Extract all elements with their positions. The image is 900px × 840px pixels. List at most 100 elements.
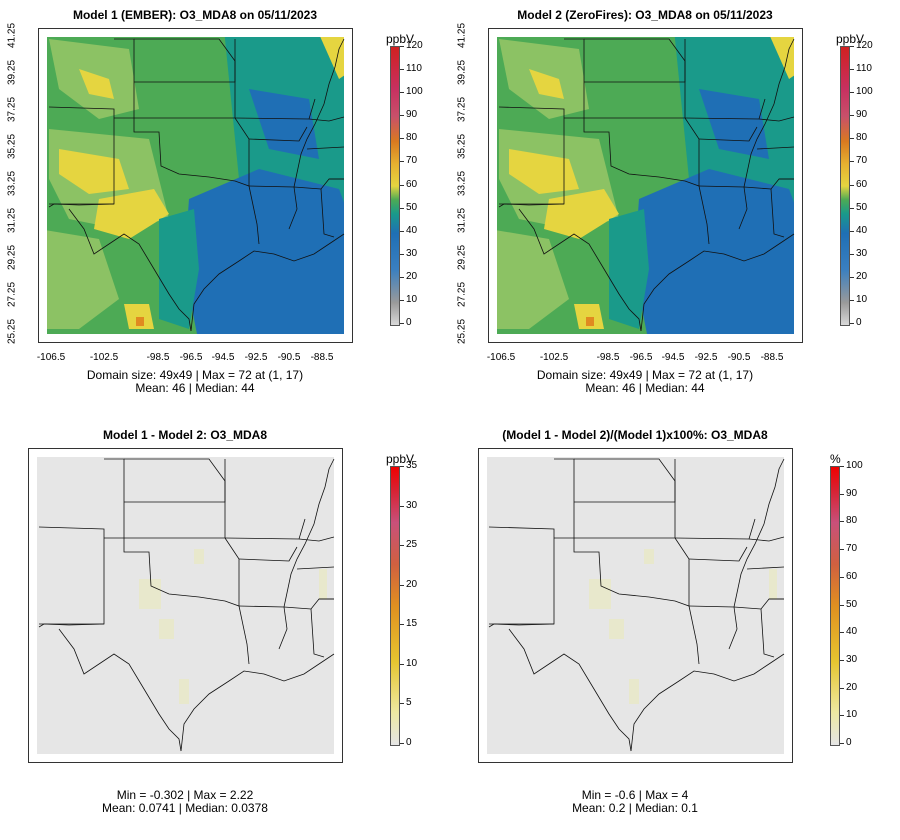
boundary-line	[310, 608, 325, 658]
state-boundaries	[498, 38, 795, 332]
colorbar-tick-label: 110	[856, 63, 872, 75]
colorbar-tick-label: 80	[846, 515, 858, 527]
colorbar-tick	[840, 659, 844, 661]
colorbar-tick-label: 100	[856, 86, 873, 98]
colorbar-tick	[850, 299, 854, 301]
colorbar-tick-label: 30	[406, 247, 418, 259]
colorbar-unit: %	[830, 452, 841, 466]
colorbar-tick-label: 5	[406, 697, 412, 709]
ozone-region	[497, 230, 569, 329]
x-tick-label: -106.5	[36, 352, 66, 363]
y-tick-label: 27.25	[6, 281, 18, 308]
colorbar-tick-label: 10	[406, 293, 418, 305]
colorbar-tick	[400, 584, 404, 586]
colorbar-tick	[850, 161, 854, 163]
map-plot	[38, 28, 353, 343]
ozone-region	[47, 230, 119, 329]
ozone-region	[699, 89, 769, 159]
colorbar-tick	[400, 624, 404, 626]
colorbar-tick-label: 80	[856, 132, 868, 144]
difference-patch	[609, 619, 624, 639]
boundary-line	[298, 536, 335, 542]
ozone-region	[94, 189, 169, 239]
colorbar-tick	[850, 276, 854, 278]
boundary-line	[508, 628, 632, 752]
colorbar-tick-label: 20	[406, 270, 418, 282]
colorbar-tick	[400, 115, 404, 117]
difference-patch	[179, 679, 189, 704]
colorbar	[390, 466, 400, 746]
x-tick-label: -96.5	[629, 352, 653, 363]
boundary-line	[498, 106, 565, 205]
stats-line-1: Domain size: 49x49 | Max = 72 at (1, 17)	[86, 368, 304, 382]
boundary-line	[688, 605, 700, 665]
boundary-line	[133, 117, 250, 187]
x-tick-label: -88.5	[760, 352, 784, 363]
colorbar-tick-label: 90	[406, 109, 418, 121]
ozone-region	[184, 169, 344, 334]
map-plot	[488, 28, 803, 343]
boundary-line	[308, 116, 345, 122]
map-plot	[478, 448, 793, 763]
colorbar-tick	[850, 46, 854, 47]
boundary-line	[760, 608, 775, 658]
colorbar-tick-label: 90	[846, 487, 858, 499]
colorbar-tick-label: 25	[406, 539, 418, 551]
colorbar-tick-label: 40	[846, 626, 858, 638]
colorbar-tick-label: 110	[406, 63, 422, 75]
boundary-line	[48, 203, 115, 208]
colorbar-tick	[400, 92, 404, 94]
boundary-line	[564, 38, 585, 119]
difference-patch	[629, 679, 639, 704]
colorbar-tick	[840, 521, 844, 523]
difference-field	[487, 457, 784, 754]
x-tick-label: -90.5	[727, 352, 751, 363]
boundary-line	[248, 126, 308, 142]
boundary-line	[238, 546, 298, 562]
stats-line-2: Mean: 46 | Median: 44	[585, 381, 705, 395]
ozone-region	[529, 69, 564, 99]
colorbar-tick	[850, 69, 854, 71]
x-tick-label: -94.5	[661, 352, 685, 363]
difference-patch	[319, 569, 327, 599]
x-tick-label: -88.5	[310, 352, 334, 363]
boundary-line	[640, 233, 795, 332]
ozone-region	[574, 304, 604, 329]
colorbar-tick	[840, 466, 844, 467]
panel-difference: Model 1 - Model 2: O3_MDA8 Min = -0.302 |…	[0, 420, 450, 840]
y-tick-label: 25.25	[6, 318, 18, 345]
x-tick-label: -98.5	[146, 352, 170, 363]
x-tick-label: -94.5	[211, 352, 235, 363]
y-tick-label: 41.25	[456, 22, 468, 49]
colorbar-tick	[850, 184, 854, 186]
boundary-line	[104, 458, 125, 539]
colorbar-tick-label: 50	[846, 598, 858, 610]
ozone-region	[634, 169, 794, 334]
colorbar	[390, 46, 400, 326]
boundary-line	[248, 185, 260, 245]
colorbar-tick-label: 120	[406, 40, 423, 51]
x-tick-label: -90.5	[277, 352, 301, 363]
boundary-line	[698, 185, 710, 245]
ozone-region	[124, 304, 154, 329]
boundary-line	[756, 146, 795, 150]
x-tick-label: -96.5	[179, 352, 203, 363]
map-svg	[47, 37, 345, 334]
colorbar-unit: ppbV	[386, 32, 415, 46]
colorbar-tick	[400, 545, 404, 547]
colorbar-tick-label: 100	[846, 460, 863, 471]
colorbar-tick-label: 70	[856, 155, 868, 167]
colorbar-tick	[840, 493, 844, 495]
stats-line-2: Mean: 0.0741 | Median: 0.0378	[102, 801, 268, 815]
colorbar-tick	[840, 687, 844, 689]
y-tick-label: 41.25	[6, 22, 18, 49]
panel-title: Model 1 - Model 2: O3_MDA8	[102, 428, 268, 442]
colorbar-tick-label: 30	[846, 653, 858, 665]
colorbar-tick	[400, 276, 404, 278]
y-tick-label: 37.25	[456, 96, 468, 123]
colorbar-tick	[400, 138, 404, 140]
colorbar-tick	[840, 715, 844, 717]
y-tick-label: 27.25	[456, 281, 468, 308]
colorbar-tick	[400, 703, 404, 705]
stats-line-1: Domain size: 49x49 | Max = 72 at (1, 17)	[536, 368, 754, 382]
